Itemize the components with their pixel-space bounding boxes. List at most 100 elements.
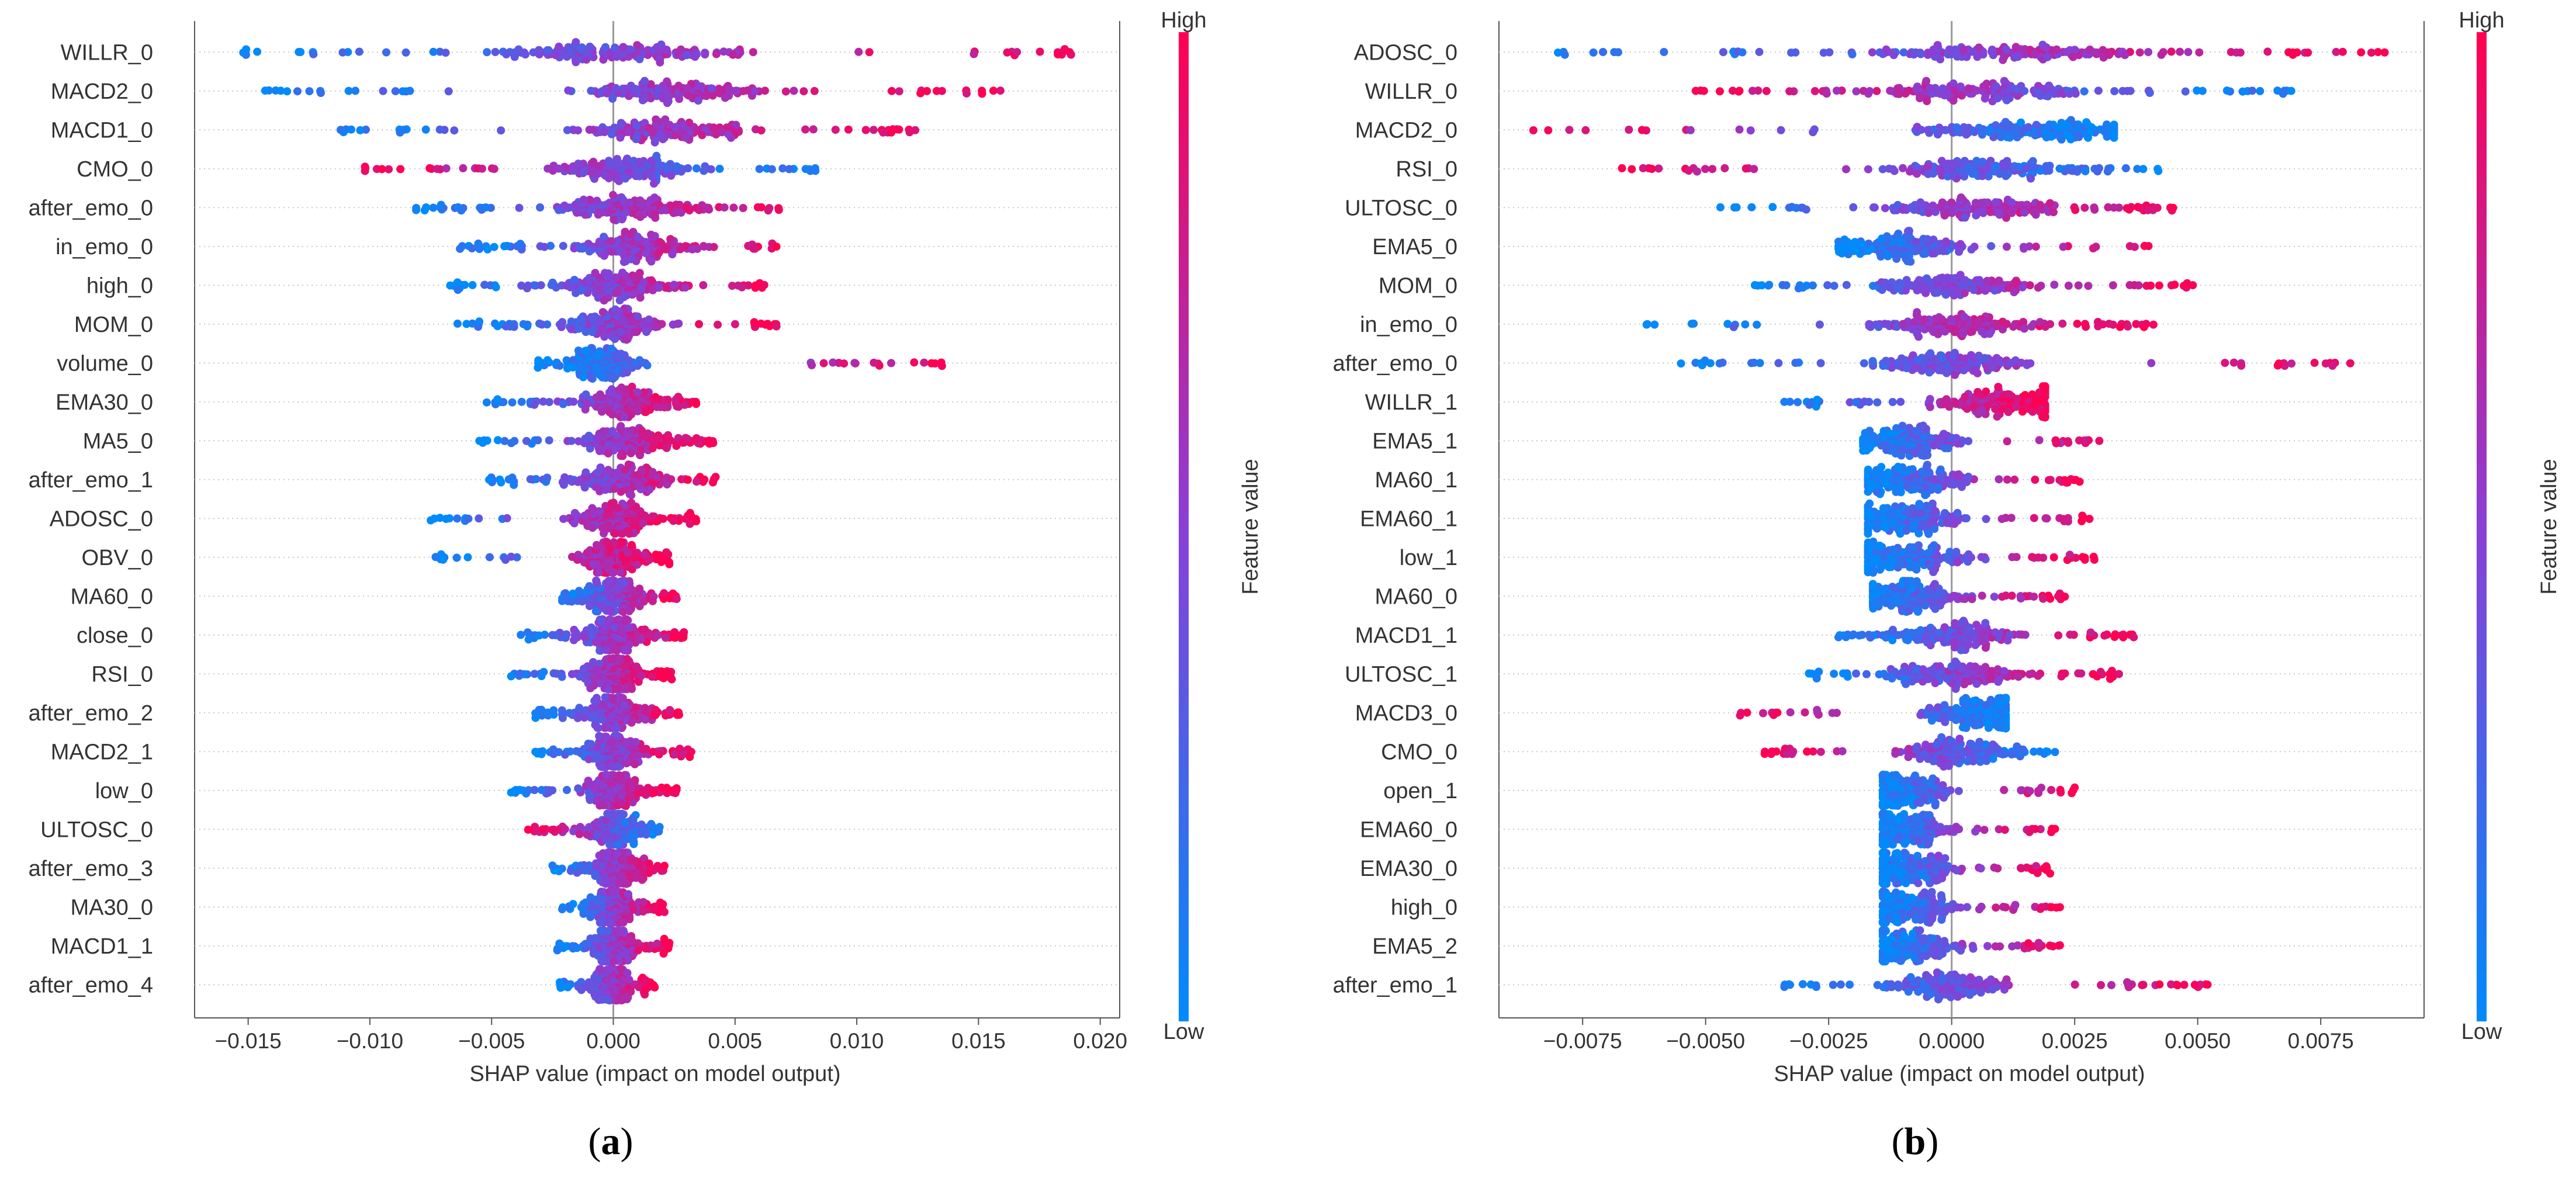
shap-point-WILLR_0 bbox=[296, 48, 305, 57]
shap-point-ULTOSC_0 bbox=[620, 818, 629, 827]
shap-point-after_emo_1 bbox=[653, 473, 662, 481]
shap-point-high_0 bbox=[453, 278, 462, 287]
shap-point-OBV_0 bbox=[452, 553, 461, 562]
shap-point-MACD2_1 bbox=[555, 748, 563, 757]
shap-point-low_0 bbox=[615, 771, 624, 779]
shap-point-MACD1_0 bbox=[861, 126, 870, 134]
x-tick-label: 0.010 bbox=[830, 1029, 884, 1053]
shap-point-OBV_0 bbox=[633, 560, 642, 569]
shap-point-WILLR_0 bbox=[712, 50, 721, 58]
shap-point-EMA30_0 bbox=[633, 407, 642, 415]
shap-point-CMO_0 bbox=[579, 160, 587, 168]
shap-point-after_emo_2 bbox=[575, 704, 584, 712]
shap-point-MACD2_0 bbox=[305, 87, 314, 96]
colorbar-high-label: High bbox=[1161, 8, 1206, 33]
shap-point-ADOSC_0 bbox=[607, 499, 616, 508]
shap-point-MA5_0 bbox=[648, 444, 657, 453]
shap-point-ADOSC_0 bbox=[2144, 48, 2153, 57]
shap-point-OBV_0 bbox=[574, 550, 583, 559]
shap-point-after_emo_4 bbox=[641, 985, 650, 994]
shap-point-after_emo_1 bbox=[573, 477, 582, 486]
shap-point-ADOSC_0 bbox=[570, 519, 579, 528]
shap-point-MA60_0 bbox=[592, 576, 601, 585]
panel-label-close: ) bbox=[621, 1120, 633, 1163]
shap-point-after_emo_0 bbox=[571, 200, 580, 209]
feature-label-after_emo_0: after_emo_0 bbox=[29, 196, 153, 220]
shap-point-after_emo_0 bbox=[610, 215, 618, 224]
feature-label-ADOSC_0: ADOSC_0 bbox=[50, 507, 153, 531]
shap-point-volume_0 bbox=[582, 347, 590, 355]
shap-point-low_0 bbox=[586, 796, 594, 804]
shap-point-RSI_0 bbox=[659, 674, 668, 682]
shap-point-in_emo_0 bbox=[633, 233, 642, 241]
shap-point-OBV_0 bbox=[431, 553, 440, 562]
shap-point-MOM_0 bbox=[633, 312, 642, 321]
shap-point-MACD2_0 bbox=[444, 87, 453, 96]
shap-point-MOM_0 bbox=[611, 335, 619, 344]
shap-point-RSI_0 bbox=[607, 655, 615, 663]
shap-point-close_0 bbox=[524, 635, 533, 644]
shap-point-after_emo_0 bbox=[695, 206, 704, 214]
panel-label: (a) bbox=[588, 1120, 633, 1163]
shap-point-WILLR_0 bbox=[1067, 50, 1075, 59]
shap-point-MA5_0 bbox=[692, 434, 701, 442]
shap-point-after_emo_3 bbox=[576, 861, 585, 870]
shap-point-MACD2_0 bbox=[725, 85, 733, 93]
shap-point-after_emo_3 bbox=[601, 879, 610, 888]
shap-point-volume_0 bbox=[593, 352, 602, 361]
shap-point-after_emo_1 bbox=[627, 491, 636, 500]
shap-point-after_emo_2 bbox=[558, 713, 567, 722]
x-tick-label: 0.0050 bbox=[2165, 1029, 2231, 1053]
feature-label-MACD2_1: MACD2_1 bbox=[51, 740, 153, 764]
shap-point-EMA30_0 bbox=[680, 400, 689, 409]
shap-point-RSI_0 bbox=[593, 665, 601, 674]
shap-point-MOM_0 bbox=[567, 325, 576, 334]
shap-point-MOM_0 bbox=[519, 320, 528, 328]
x-tick-label: 0.0025 bbox=[2042, 1029, 2108, 1053]
shap-point-WILLR_0 bbox=[551, 51, 560, 60]
shap-point-EMA30_0 bbox=[651, 393, 660, 401]
shap-point-MACD2_0 bbox=[675, 95, 684, 103]
shap-point-after_emo_1 bbox=[645, 486, 654, 494]
shap-point-MACD1_0 bbox=[617, 119, 625, 127]
shap-point-MACD1_1 bbox=[604, 927, 612, 936]
shap-point-high_0 bbox=[461, 280, 469, 289]
shap-point-volume_0 bbox=[534, 363, 542, 372]
shap-point-MA5_0 bbox=[493, 436, 502, 445]
shap-point-MA5_0 bbox=[534, 436, 542, 445]
shap-point-CMO_0 bbox=[655, 162, 663, 171]
shap-point-WILLR_0 bbox=[572, 58, 580, 67]
panel-a: −0.015 −0.010 −0.005 0.000 0.005 0.010 0.015 0.… bbox=[29, 8, 1263, 1163]
shap-point-OBV_0 bbox=[439, 555, 448, 564]
feature-label-MACD2_0: MACD2_0 bbox=[51, 79, 153, 104]
shap-point-MACD2_0 bbox=[674, 81, 683, 90]
shap-point-MOM_0 bbox=[493, 322, 502, 331]
shap-point-WILLR_0 bbox=[543, 46, 552, 54]
shap-point-MACD1_0 bbox=[685, 119, 694, 127]
feature-label-CMO_0: CMO_0 bbox=[77, 157, 153, 182]
shap-point-CMO_0 bbox=[701, 162, 709, 171]
shap-point-MACD1_1 bbox=[596, 927, 605, 936]
shap-point-volume_0 bbox=[920, 358, 929, 367]
feature-label-OBV_0: OBV_0 bbox=[81, 546, 153, 570]
shap-point-after_emo_2 bbox=[666, 706, 674, 715]
shap-point-after_emo_4 bbox=[641, 976, 650, 985]
shap-point-EMA30_0 bbox=[663, 396, 672, 404]
shap-point-WILLR_0 bbox=[429, 47, 438, 56]
shap-point-MA60_0 bbox=[635, 602, 644, 611]
shap-point-MACD1_1 bbox=[553, 946, 562, 955]
shap-point-high_0 bbox=[628, 271, 637, 280]
shap-point-MA30_0 bbox=[569, 900, 577, 909]
shap-point-after_emo_0 bbox=[677, 208, 685, 217]
shap-point-WILLR_0 bbox=[582, 56, 591, 64]
shap-point-high_0 bbox=[612, 289, 620, 297]
shap-point-MACD2_0 bbox=[887, 86, 896, 95]
x-tick-label: −0.0075 bbox=[1543, 1029, 1622, 1053]
shap-point-volume_0 bbox=[574, 347, 583, 355]
shap-point-EMA30_0 bbox=[673, 402, 681, 411]
shap-point-high_0 bbox=[446, 281, 455, 290]
shap-point-MACD2_0 bbox=[399, 87, 407, 96]
shap-point-RSI_0 bbox=[591, 674, 600, 683]
shap-point-in_emo_0 bbox=[642, 249, 650, 258]
shap-point-after_emo_4 bbox=[555, 978, 564, 987]
